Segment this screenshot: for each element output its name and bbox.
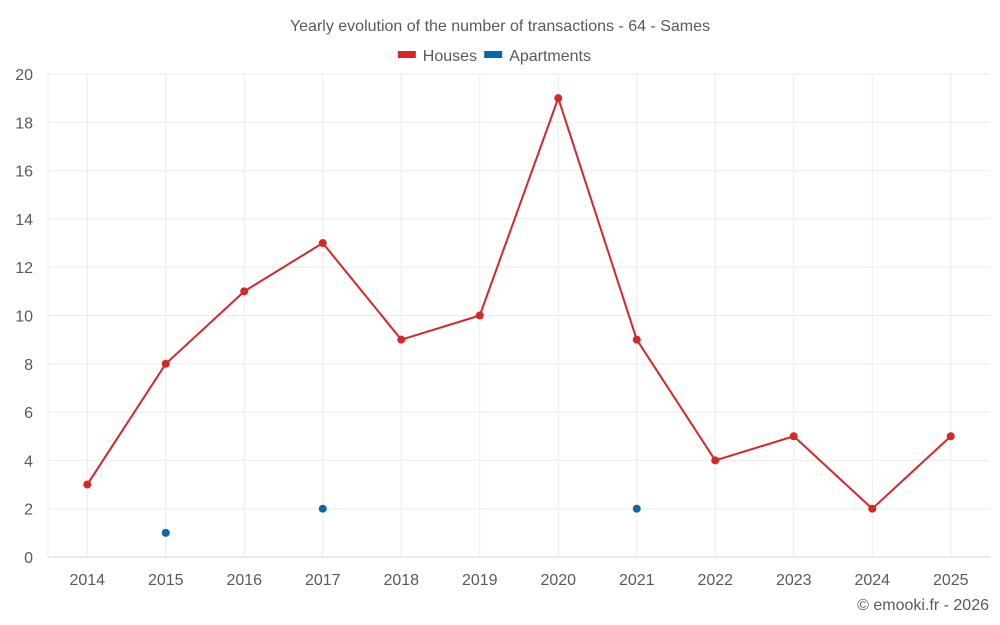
x-tick-label: 2024 [854,572,890,589]
data-point [632,504,641,513]
y-tick-label: 10 [15,309,33,326]
legend-label: Apartments [509,48,591,65]
data-point [789,432,798,441]
legend-swatch [484,51,503,58]
credit: © emooki.fr - 2026 [857,597,989,614]
y-tick-label: 8 [24,357,33,374]
data-point [632,335,641,344]
legend: Houses Apartments [397,48,591,65]
legend-item-houses: Houses [397,48,477,65]
series-line [86,97,952,510]
x-tick-label: 2018 [383,572,419,589]
data-point [868,504,877,513]
y-tick-label: 2 [24,502,33,519]
data-point [554,94,563,103]
x-tick-label: 2023 [776,572,812,589]
x-tick-label: 2025 [933,572,969,589]
legend-swatch [397,51,416,58]
data-point [240,287,249,296]
data-point [161,359,170,368]
x-tick-label: 2017 [305,572,341,589]
chart-title: Yearly evolution of the number of transa… [290,18,710,35]
y-tick-label: 12 [15,260,33,277]
y-tick-label: 18 [15,115,33,132]
legend-label: Houses [423,48,477,65]
grid [47,73,990,558]
y-tick-label: 4 [24,453,33,470]
x-tick-label: 2021 [619,572,655,589]
data-point [318,504,327,513]
data-point [318,239,327,248]
series-apartments [161,504,641,537]
x-tick-label: 2022 [697,572,733,589]
y-tick-label: 16 [15,164,33,181]
legend-item-apartments: Apartments [484,48,591,65]
series-layer [83,94,955,537]
y-tick-label: 6 [24,405,33,422]
data-point [83,480,92,489]
x-tick-label: 2016 [226,572,262,589]
y-tick-label: 20 [15,67,33,84]
data-point [711,456,720,465]
x-tick-label: 2020 [540,572,576,589]
x-tick-label: 2015 [148,572,184,589]
data-point [475,311,484,320]
data-point [946,432,955,441]
x-tick-label: 2019 [462,572,498,589]
series-houses [83,94,955,513]
y-axis: 0 2 4 6 8 10 12 14 16 18 20 [15,67,33,567]
data-point [397,335,406,344]
y-tick-label: 0 [24,550,33,567]
data-point [161,528,170,537]
x-axis: 2014 2015 2016 2017 2018 2019 2020 2021 2022 2023… [69,572,968,589]
x-tick-label: 2014 [69,572,105,589]
y-tick-label: 14 [15,212,33,229]
